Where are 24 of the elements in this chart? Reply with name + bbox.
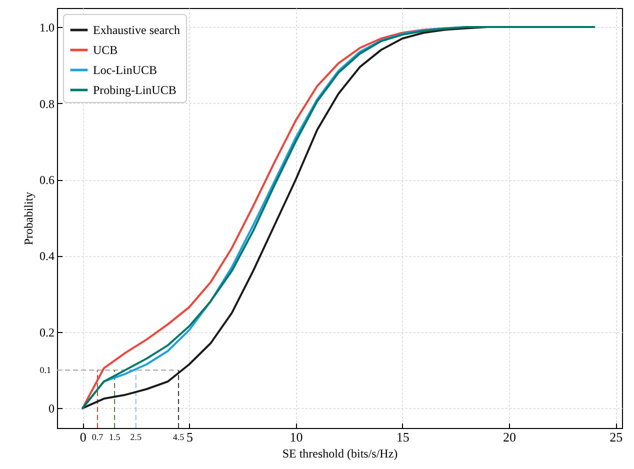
ref-line-label: 0.7 bbox=[92, 432, 104, 442]
y-tick-label: 0.6 bbox=[40, 173, 54, 188]
legend-label: Exhaustive search bbox=[93, 23, 180, 37]
legend-label: UCB bbox=[93, 43, 118, 57]
y-tick-label: 0 bbox=[48, 402, 54, 416]
y-axis-title: Probability bbox=[22, 192, 36, 246]
legend-label: Probing-LinUCB bbox=[93, 83, 176, 97]
ref-line-label: 0.1 bbox=[40, 365, 51, 376]
x-tick-label: 0 bbox=[80, 430, 86, 444]
x-axis-title: SE threshold (bits/s/Hz) bbox=[282, 446, 398, 460]
x-tick-label: 5 bbox=[186, 430, 193, 444]
x-tick-label: 20 bbox=[503, 430, 516, 444]
y-tick-label: 0.2 bbox=[40, 325, 54, 340]
ref-line-label: 1.5 bbox=[108, 432, 121, 442]
ref-line-label: 4.5 bbox=[172, 432, 185, 442]
legend-label: Loc-LinUCB bbox=[93, 63, 157, 77]
line-series bbox=[82, 26, 596, 410]
y-tick-label: 0.8 bbox=[40, 96, 54, 111]
y-tick-label: 1.0 bbox=[40, 20, 54, 35]
x-tick-label: 25 bbox=[610, 430, 623, 444]
y-tick-label: 0.4 bbox=[40, 249, 54, 264]
x-tick-label: 10 bbox=[290, 430, 303, 444]
x-tick-label: 15 bbox=[396, 430, 410, 444]
ref-line-label: 2.5 bbox=[130, 432, 142, 442]
